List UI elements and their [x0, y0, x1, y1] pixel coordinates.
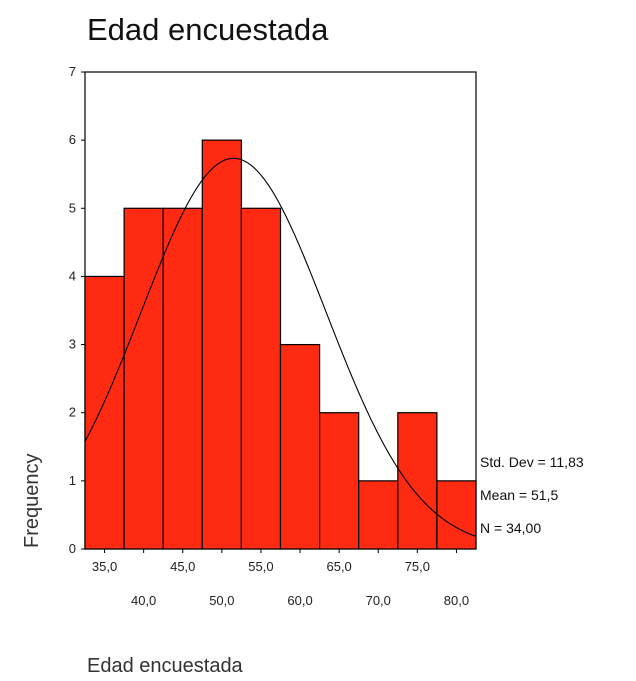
y-tick-label: 0 — [69, 541, 76, 556]
x-tick-label: 75,0 — [405, 559, 430, 574]
y-axis-label: Frequency — [21, 454, 43, 549]
stat-std-dev: Std. Dev = 11,83 — [480, 454, 584, 470]
histogram-bar — [397, 412, 438, 550]
y-tick-label: 1 — [69, 473, 76, 488]
histogram-bar — [240, 207, 282, 550]
histogram-bar — [201, 139, 243, 550]
chart-title: Edad encuestada — [87, 12, 329, 47]
y-tick-label: 6 — [69, 132, 76, 147]
plot-area: 0 1 2 3 4 5 6 7 35,0 45,0 55,0 65,0 75,0 40,0 50,0 60,0… — [69, 64, 477, 608]
stat-n: N = 34,00 — [480, 520, 541, 536]
x-tick-label: 45,0 — [170, 559, 195, 574]
y-tick-label: 7 — [69, 64, 76, 79]
x-tick-label: 40,0 — [131, 593, 156, 608]
histogram-bar — [436, 480, 477, 550]
y-tick-label: 3 — [69, 337, 76, 352]
x-tick-label: 70,0 — [366, 593, 391, 608]
normal-curve — [84, 157, 477, 537]
x-tick-label: 65,0 — [326, 559, 351, 574]
x-tick-label: 60,0 — [287, 593, 312, 608]
histogram-bar — [279, 343, 321, 550]
y-tick-label: 4 — [69, 268, 76, 283]
y-tick-label: 2 — [69, 405, 76, 420]
histogram-bar — [162, 207, 203, 550]
x-tick-label: 55,0 — [248, 559, 273, 574]
x-tick-label: 50,0 — [209, 593, 234, 608]
histogram-bar — [123, 207, 164, 550]
histogram-bar — [358, 480, 399, 550]
histogram-bar — [84, 275, 125, 550]
stat-mean: Mean = 51,5 — [480, 487, 558, 503]
x-tick-label: 35,0 — [92, 559, 117, 574]
x-tick-label: 80,0 — [444, 593, 469, 608]
x-axis-label: Edad encuestada — [87, 655, 244, 677]
histogram-bar — [319, 412, 360, 550]
y-tick-label: 5 — [69, 200, 76, 215]
